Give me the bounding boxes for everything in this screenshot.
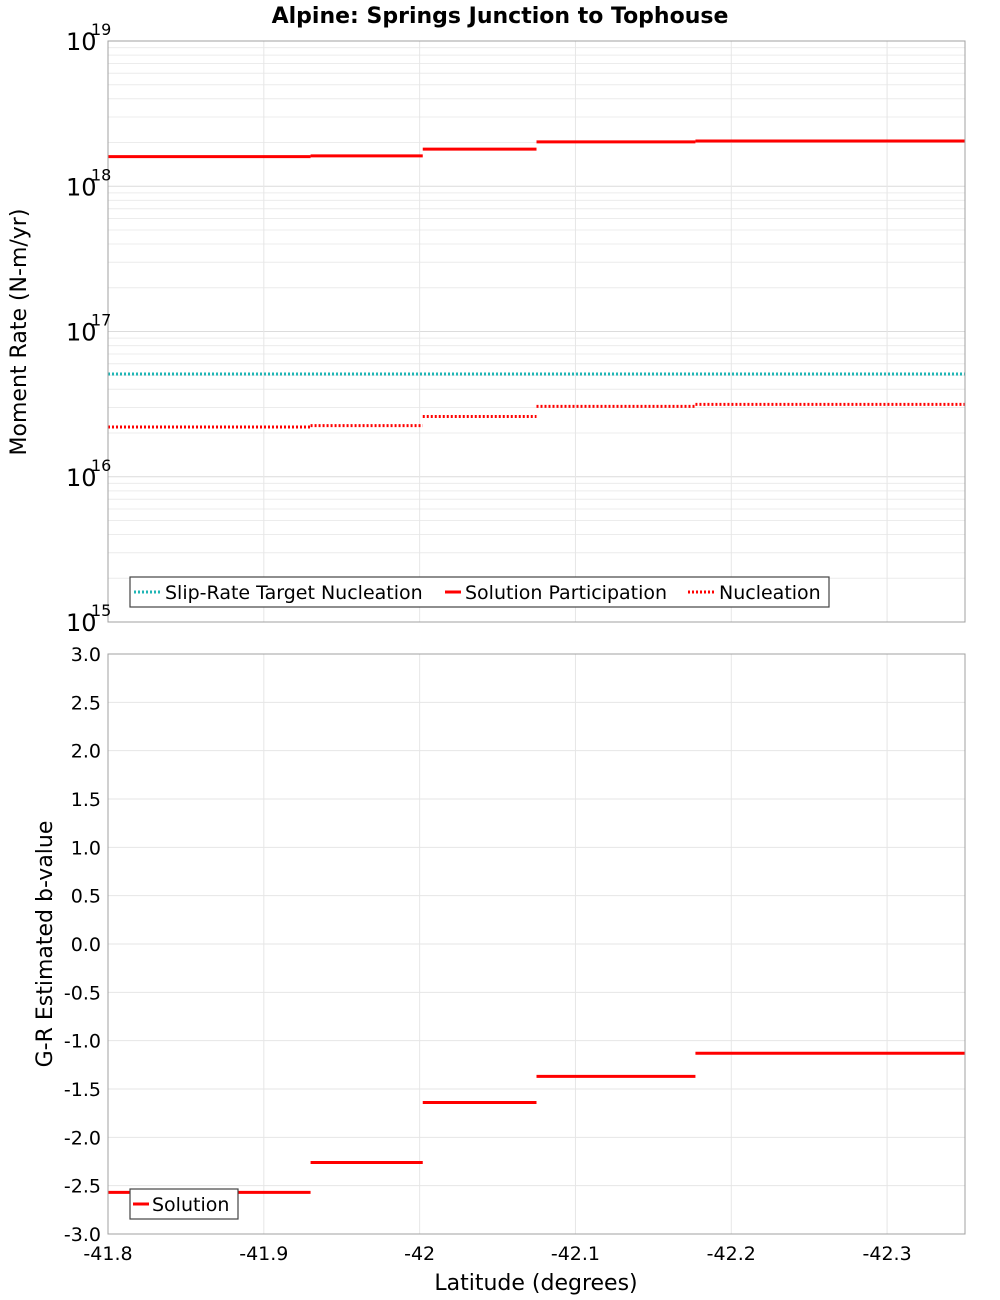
- bottom-y-ticks: 3.0 2.5 2.0 1.5 1.0 0.5 0.0 -0.5 -1.0 -1.5 -2.0 -2.…: [64, 644, 101, 1246]
- bottom-y-tick-label: 0.0: [71, 934, 101, 956]
- top-grid: [107, 41, 965, 622]
- bottom-y-axis-label: G-R Estimated b-value: [33, 821, 58, 1068]
- bottom-plot-frame: [107, 653, 966, 1235]
- bottom-panel: 3.0 2.5 2.0 1.5 1.0 0.5 0.0 -0.5 -1.0 -1.5 -2.0 -2.…: [33, 644, 966, 1296]
- bottom-y-tick-label: 1.5: [71, 789, 101, 811]
- bottom-y-tick-label: 2.5: [71, 692, 101, 714]
- top-y-tick-label: 10: [66, 464, 97, 492]
- top-y-tick-exponent: 16: [91, 456, 111, 475]
- top-series: [108, 139, 965, 429]
- bottom-x-ticks: -41.8 -41.9 -42 -42.1 -42.2 -42.3: [83, 1243, 911, 1265]
- bottom-y-tick-label: 1.0: [71, 837, 101, 859]
- chart-title: Alpine: Springs Junction to Tophouse: [272, 4, 729, 29]
- top-y-tick-exponent: 18: [91, 165, 111, 184]
- bottom-y-tick-label: -1.5: [64, 1079, 101, 1101]
- legend-label-solution: Solution: [152, 1194, 229, 1216]
- legend-label-nucleation: Nucleation: [719, 582, 821, 604]
- top-y-tick-exponent: 17: [91, 311, 111, 330]
- bottom-y-tick-label: -1.0: [64, 1031, 101, 1053]
- top-y-tick-exponent: 19: [91, 20, 111, 39]
- top-y-tick-label: 10: [66, 609, 97, 637]
- bottom-x-tick-label: -41.8: [83, 1243, 132, 1265]
- bottom-legend: Solution: [129, 1188, 239, 1220]
- top-plot-frame: [107, 40, 966, 623]
- top-legend: Slip-Rate Target Nucleation Solution Par…: [129, 576, 830, 608]
- bottom-x-tick-label: -41.9: [239, 1243, 288, 1265]
- bottom-y-tick-label: -0.5: [64, 982, 101, 1004]
- bottom-y-tick-label: -2.5: [64, 1176, 101, 1198]
- bottom-y-tick-label: 0.5: [71, 886, 101, 908]
- bottom-y-tick-label: -3.0: [64, 1224, 101, 1246]
- bottom-x-tick-label: -42.3: [863, 1243, 912, 1265]
- top-y-tick-label: 10: [66, 173, 97, 201]
- bottom-x-tick-label: -42.1: [551, 1243, 600, 1265]
- legend-label-target: Slip-Rate Target Nucleation: [165, 582, 423, 604]
- top-y-tick-label: 10: [66, 319, 97, 347]
- bottom-x-axis-label: Latitude (degrees): [434, 1271, 637, 1296]
- bottom-y-tick-label: 2.0: [71, 741, 101, 763]
- top-y-tick-label: 10: [66, 28, 97, 56]
- bottom-x-tick-label: -42: [404, 1243, 435, 1265]
- bottom-x-tick-label: -42.2: [707, 1243, 756, 1265]
- bottom-y-tick-label: 3.0: [71, 644, 101, 666]
- bottom-y-tick-label: -2.0: [64, 1127, 101, 1149]
- top-y-axis-label: Moment Rate (N-m/yr): [7, 209, 32, 456]
- top-y-tick-exponent: 15: [91, 601, 111, 620]
- legend-label-participation: Solution Participation: [465, 582, 667, 604]
